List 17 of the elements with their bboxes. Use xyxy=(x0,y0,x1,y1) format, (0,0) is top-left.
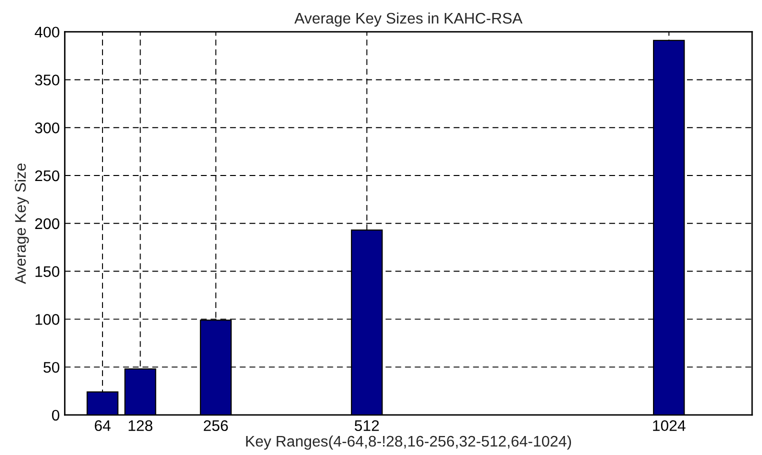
x-tick-label: 256 xyxy=(204,420,228,432)
x-tick-label: 1024 xyxy=(653,420,686,432)
y-tick-label: 250 xyxy=(35,170,60,182)
y-tick-label: 0 xyxy=(52,410,60,421)
x-axis-title: Key Ranges(4-64,8-!28,16-256,32-512,64-1024) xyxy=(246,435,571,450)
x-tick-label: 128 xyxy=(128,420,152,432)
y-tick-label: 150 xyxy=(36,266,60,277)
y-tick-label: 300 xyxy=(35,122,60,134)
y-tick-label: 350 xyxy=(35,74,60,86)
y-axis-title: Average Key Size xyxy=(14,163,29,284)
y-tick-label: 100 xyxy=(36,314,60,325)
chart-title: Average Key Sizes in KAHC-RSA xyxy=(294,12,522,27)
x-tick-label: 64 xyxy=(94,420,111,432)
x-tick-label: 512 xyxy=(354,420,379,432)
y-tick-label: 400 xyxy=(34,26,60,38)
y-tick-label: 200 xyxy=(35,218,60,230)
y-tick-label: 50 xyxy=(44,362,60,373)
